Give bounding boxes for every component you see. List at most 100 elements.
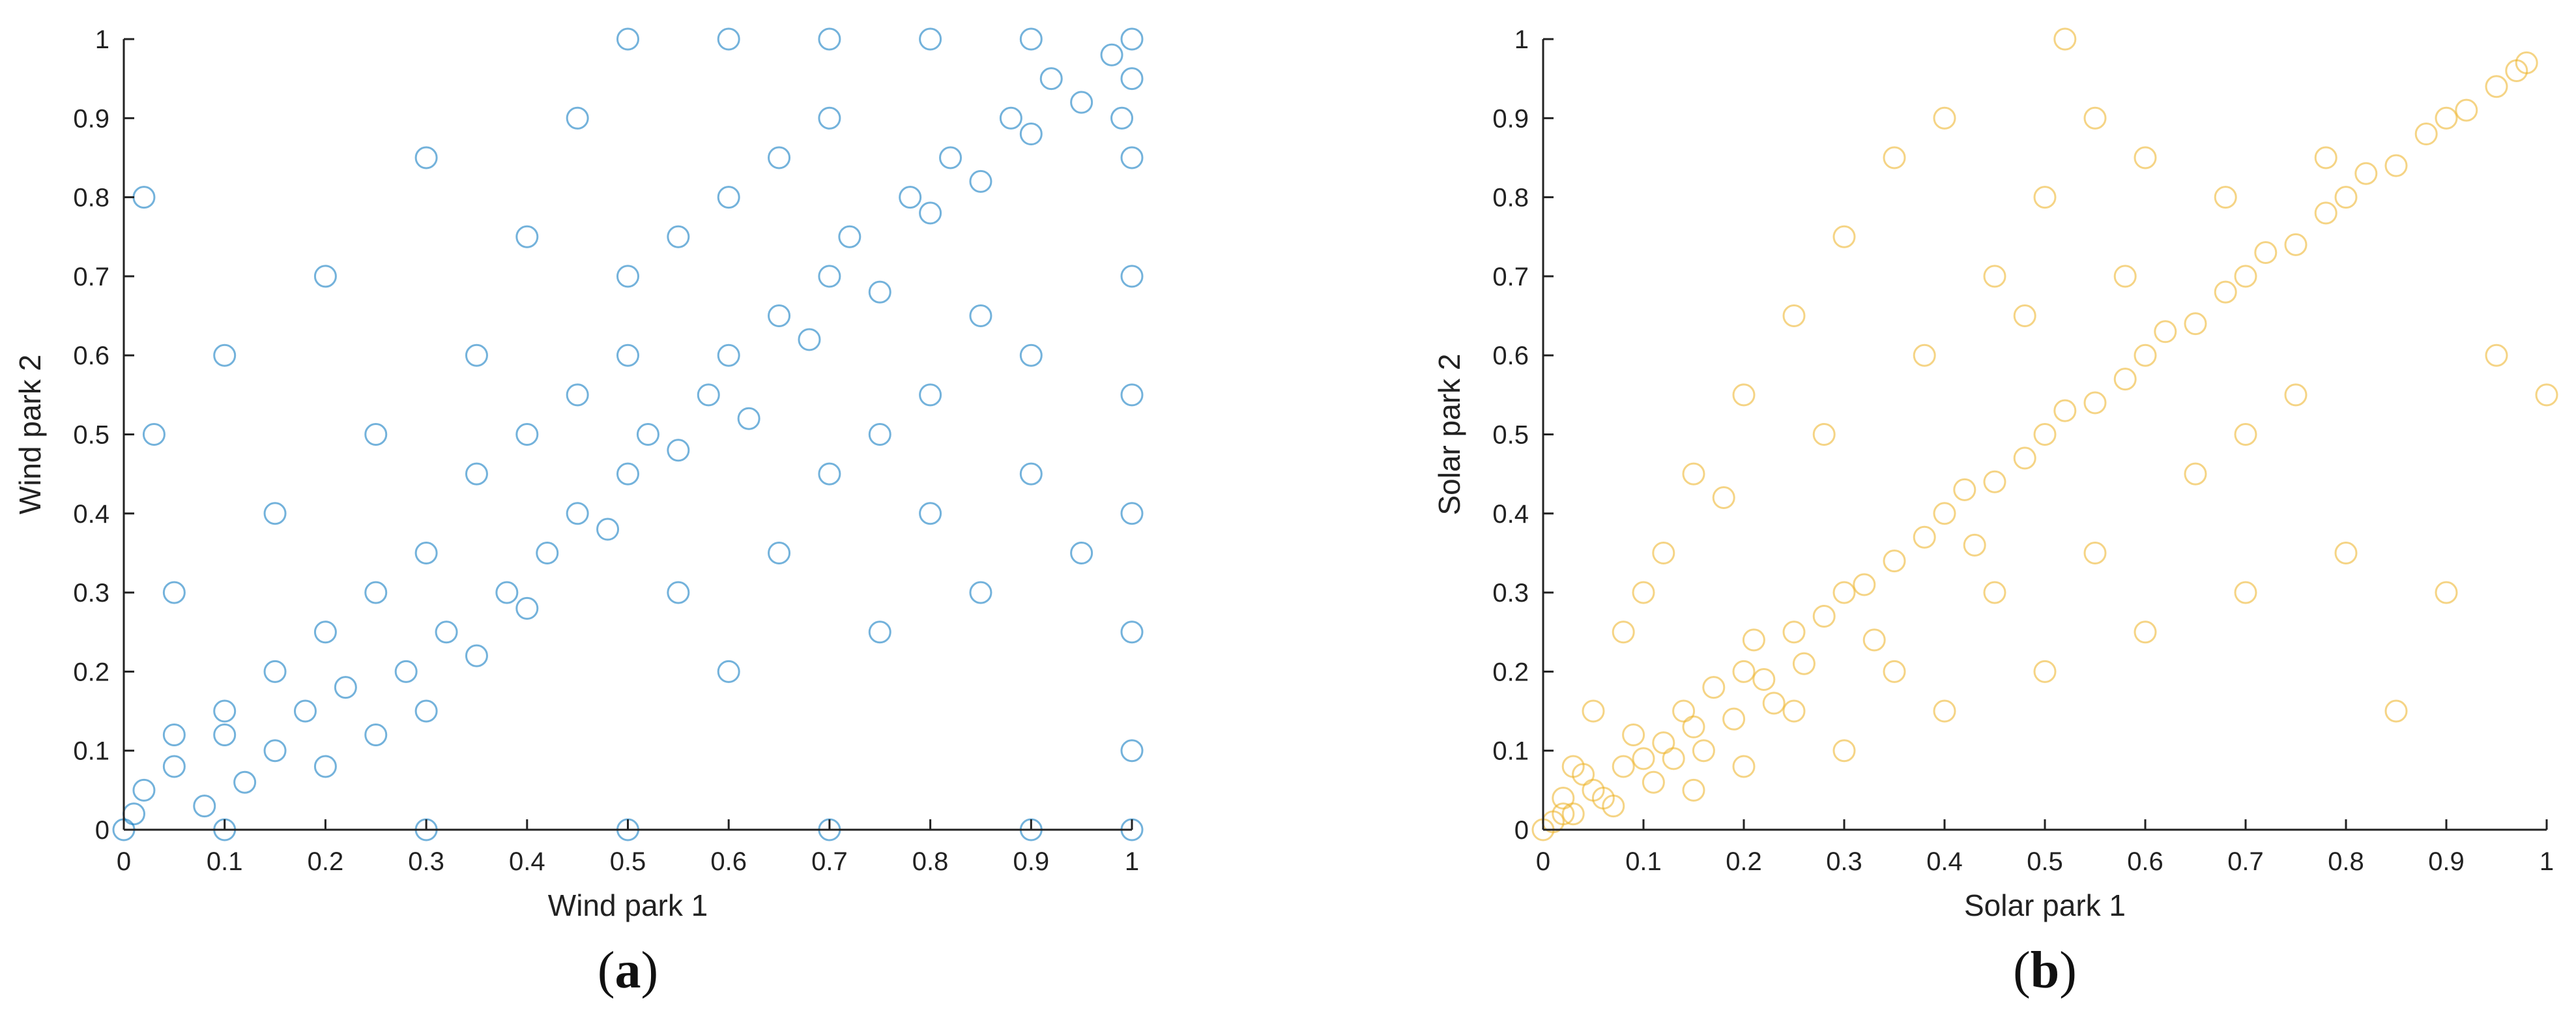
scatter-point <box>2314 146 2337 169</box>
x-tick-label: 1 <box>1125 847 1139 876</box>
scatter-point <box>495 581 519 604</box>
scatter-point <box>293 699 317 723</box>
scatter-point <box>1561 755 1585 778</box>
scatter-point <box>2033 423 2057 446</box>
panel-label-open-paren: ( <box>2013 942 2031 999</box>
scatter-point <box>2435 106 2458 130</box>
scatter-point <box>1100 43 1123 66</box>
scatter-point <box>2435 581 2458 604</box>
scatter-point <box>2314 201 2337 225</box>
x-tick-label: 0.5 <box>610 847 646 876</box>
y-tick-label: 0.7 <box>1492 263 1529 291</box>
scatter-point <box>1832 225 1856 248</box>
scatter-point <box>1933 502 1956 525</box>
scatter-point <box>1883 660 1906 683</box>
x-tick-label: 1 <box>2540 847 2554 876</box>
scatter-point <box>2485 343 2508 367</box>
scatter-point <box>263 502 287 525</box>
scatter-point <box>2234 581 2257 604</box>
scatter-point <box>2184 312 2207 336</box>
scatter-point <box>2214 186 2237 209</box>
scatter-point <box>1792 652 1816 675</box>
scatter-point <box>697 383 720 407</box>
scatter-point <box>737 407 760 430</box>
x-tick-label: 0 <box>117 847 131 876</box>
scatter-point <box>818 265 841 288</box>
scatter-point <box>162 581 186 604</box>
y-tick-label: 0.6 <box>1492 342 1529 370</box>
scatter-point <box>2184 462 2207 486</box>
x-tick-label: 0.2 <box>308 847 344 876</box>
x-tick-label: 0.8 <box>2328 847 2364 876</box>
scatter-point <box>414 146 438 169</box>
scatter-point <box>132 778 156 802</box>
scatter-point <box>1120 67 1144 91</box>
scatter-point <box>999 106 1022 130</box>
scatter-point <box>122 802 145 826</box>
scatter-point <box>162 755 186 778</box>
scatter-point <box>1812 423 1836 446</box>
scatter-point <box>1742 628 1765 652</box>
scatter-point <box>193 795 216 818</box>
scatter-point <box>263 660 287 683</box>
scatter-point <box>394 660 418 683</box>
scatter-point <box>1963 533 1986 557</box>
scatter-point <box>969 581 992 604</box>
scatter-point <box>1983 265 2006 288</box>
x-axis-title: Wind park 1 <box>548 888 708 922</box>
y-axis-title: Wind park 2 <box>13 355 47 514</box>
scatter-point <box>142 423 166 446</box>
scatter-point <box>1612 755 1635 778</box>
scatter-point <box>1782 699 1806 723</box>
scatter-point <box>414 541 438 564</box>
scatter-point <box>2053 27 2077 51</box>
scatter-point <box>1552 802 1575 826</box>
scatter-point <box>939 146 962 169</box>
panel-label-letter: a <box>615 942 641 999</box>
scatter-point <box>515 596 539 620</box>
scatter-point <box>838 225 861 248</box>
scatter-point <box>768 146 791 169</box>
scatter-point <box>2053 399 2077 422</box>
scatter-point <box>2284 233 2308 256</box>
scatter-point <box>1612 620 1635 644</box>
scatter-point <box>1682 778 1705 802</box>
scatter-point <box>596 518 620 541</box>
y-tick-label: 0.7 <box>73 263 109 291</box>
scatter-point <box>768 541 791 564</box>
scatter-point <box>969 169 992 193</box>
scatter-point <box>465 343 488 367</box>
scatter-point <box>364 423 388 446</box>
scatter-point <box>768 304 791 328</box>
scatter-point <box>1933 699 1956 723</box>
scatter-point <box>2485 75 2508 98</box>
scatter-point <box>1120 27 1144 51</box>
scatter-point <box>1070 541 1093 564</box>
scatter-point <box>566 106 589 130</box>
panel-label-letter: b <box>2031 942 2060 999</box>
scatter-point <box>667 439 690 462</box>
scatter-point <box>1883 549 1906 573</box>
scatter-point <box>717 27 740 51</box>
scatter-point <box>2414 123 2438 146</box>
scatter-point <box>1552 786 1575 810</box>
scatter-point <box>818 27 841 51</box>
scatter-point <box>1120 383 1144 407</box>
y-tick-label: 0.2 <box>73 658 109 686</box>
x-tick-label: 0.3 <box>408 847 444 876</box>
scatter-point <box>515 423 539 446</box>
scatter-point <box>1642 770 1665 794</box>
scatter-point <box>1732 383 1756 407</box>
x-tick-label: 0.4 <box>1926 847 1963 876</box>
scatter-point <box>636 423 659 446</box>
scatter-point <box>2234 423 2257 446</box>
scatter-point <box>868 280 891 304</box>
scatter-point <box>1120 739 1144 763</box>
scatter-point <box>1682 462 1705 486</box>
scatter-point <box>1913 343 1936 367</box>
scatter-point <box>162 723 186 746</box>
scatter-point <box>2033 660 2057 683</box>
panel-label: (b) <box>2013 942 2077 999</box>
scatter-point <box>717 343 740 367</box>
